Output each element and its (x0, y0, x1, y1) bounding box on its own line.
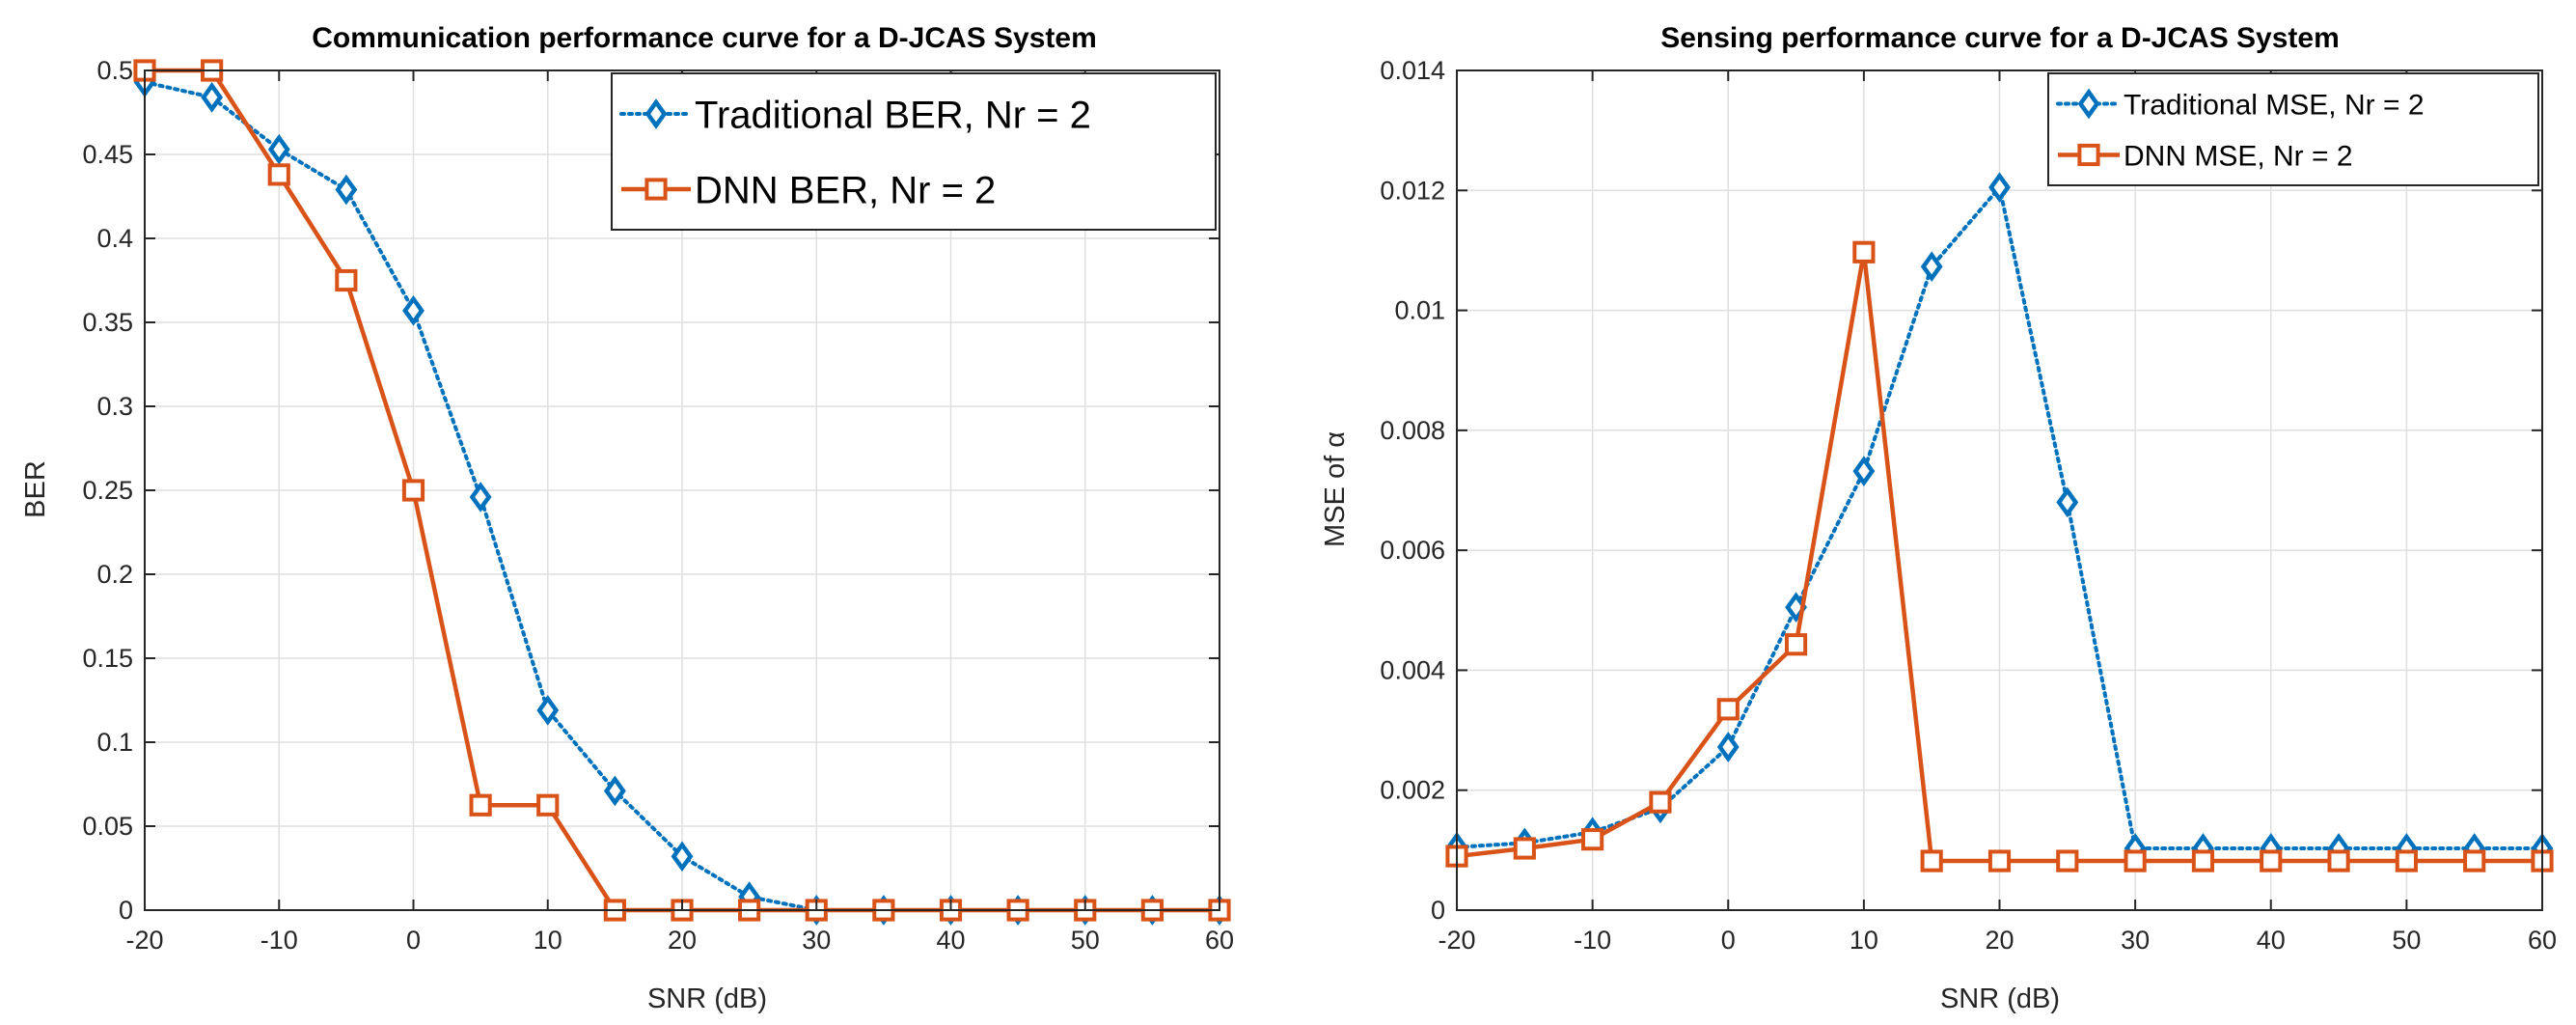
square-marker (1649, 790, 1672, 814)
series-dnn (1445, 240, 2554, 873)
x-tick-label: 40 (2257, 926, 2286, 955)
y-axis-label: BER (20, 460, 51, 518)
x-tick-label: 10 (534, 926, 562, 955)
square-marker (644, 178, 668, 201)
chart-title: Sensing performance curve for a D-JCAS S… (1660, 22, 2340, 54)
legend-label: Traditional BER, Nr = 2 (695, 94, 1091, 136)
diamond-marker (1920, 251, 1943, 283)
square-marker (536, 793, 560, 817)
x-tick-label: 10 (1850, 926, 1878, 955)
series-layer (1445, 172, 2554, 873)
x-tick-label: 40 (936, 926, 965, 955)
diamond-marker (1988, 172, 2011, 204)
square-marker (2327, 849, 2350, 873)
legend-box (611, 72, 1217, 231)
y-tick-label: 0.002 (1380, 776, 1445, 805)
diamond-marker (671, 841, 694, 873)
y-tick-label: 0.006 (1380, 536, 1445, 565)
y-tick-label: 0.3 (96, 392, 133, 421)
x-tick-label: 0 (1721, 926, 1736, 955)
y-tick-label: 0.5 (96, 56, 133, 85)
y-tick-label: 0.01 (1394, 296, 1445, 325)
square-marker (267, 163, 290, 186)
legend: Traditional MSE, Nr = 2 DNN MSE, Nr = 2 (2047, 72, 2539, 186)
legend-label: DNN MSE, Nr = 2 (2124, 140, 2353, 172)
legend-label: Traditional MSE, Nr = 2 (2124, 89, 2425, 121)
square-marker (2077, 143, 2100, 167)
diamond-marker (267, 133, 290, 165)
legend: Traditional BER, Nr = 2 DNN BER, Nr = 2 (611, 72, 1217, 231)
diamond-marker (536, 695, 560, 726)
y-tick-label: 0.4 (96, 224, 133, 253)
diamond-marker (644, 98, 668, 129)
square-marker (1716, 698, 1740, 721)
x-tick-label: 20 (668, 926, 697, 955)
y-tick-label: 0.012 (1380, 176, 1445, 205)
legend-box (2047, 72, 2539, 186)
diamond-marker (335, 174, 358, 206)
diamond-marker (1852, 456, 1876, 486)
square-marker (1784, 633, 1808, 656)
square-marker (2056, 849, 2079, 873)
x-tick-label: 30 (2121, 926, 2150, 955)
square-marker (335, 268, 358, 292)
x-tick-label: 60 (2528, 926, 2557, 955)
grid (1456, 69, 2543, 911)
axes: -20 -10 0 10 20 30 40 50 60 0 0.002 0.004 0.006 0.008… (1380, 56, 2557, 955)
x-tick-label: 60 (1205, 926, 1234, 955)
square-marker (2260, 849, 2283, 873)
axes: -20 -10 0 10 20 30 40 50 60 0 0.05 0.1 0.15 0.2 0.25 0.… (82, 56, 1234, 955)
y-tick-label: 0.35 (82, 308, 133, 337)
diamond-marker (469, 482, 492, 512)
square-marker (1852, 240, 1876, 263)
communication-chart: -20 -10 0 10 20 30 40 50 60 0 0.05 0.1 0.15 0.2 0.25 0.… (20, 22, 1234, 1014)
x-tick-label: 50 (1071, 926, 1100, 955)
x-axis-label: SNR (dB) (647, 983, 767, 1014)
diamond-marker (2056, 486, 2079, 518)
sensing-chart: -20 -10 0 10 20 30 40 50 60 0 0.002 0.004 0.006 0.008… (1320, 22, 2557, 1014)
diamond-marker (1716, 732, 1740, 762)
square-marker (2124, 849, 2147, 873)
diamond-marker (201, 81, 224, 113)
x-tick-label: 20 (1985, 926, 2014, 955)
x-axis-label: SNR (dB) (1940, 983, 2060, 1014)
y-tick-label: 0.004 (1380, 655, 1445, 684)
y-tick-label: 0 (119, 896, 133, 925)
diamond-marker (2077, 88, 2100, 120)
square-marker (2191, 849, 2215, 873)
y-tick-label: 0 (1431, 896, 1445, 925)
x-tick-label: 50 (2392, 926, 2421, 955)
y-axis-label: MSE of α (1320, 431, 1351, 547)
square-marker (1987, 849, 2012, 873)
y-tick-label: 0.05 (82, 812, 133, 841)
square-marker (1581, 828, 1604, 851)
legend-label: DNN BER, Nr = 2 (695, 169, 996, 211)
y-tick-label: 0.15 (82, 644, 133, 673)
square-marker (401, 479, 425, 502)
square-marker (2395, 849, 2418, 873)
y-tick-label: 0.008 (1380, 416, 1445, 445)
diamond-marker (402, 294, 425, 326)
x-tick-label: -10 (260, 926, 298, 955)
x-tick-label: 0 (406, 926, 421, 955)
y-tick-label: 0.25 (82, 476, 133, 505)
square-marker (1513, 837, 1536, 860)
square-marker (1920, 849, 1943, 873)
x-tick-label: -20 (1438, 926, 1475, 955)
square-marker (469, 793, 492, 817)
y-tick-label: 0.1 (96, 728, 133, 757)
x-tick-label: 30 (802, 926, 831, 955)
x-tick-label: -10 (1574, 926, 1611, 955)
y-tick-label: 0.014 (1380, 56, 1445, 85)
diamond-marker (603, 775, 626, 807)
y-tick-label: 0.2 (96, 560, 133, 589)
y-tick-label: 0.45 (82, 140, 133, 169)
chart-title: Communication performance curve for a D-… (312, 22, 1097, 54)
square-marker (2463, 849, 2486, 873)
x-tick-label: -20 (125, 926, 163, 955)
